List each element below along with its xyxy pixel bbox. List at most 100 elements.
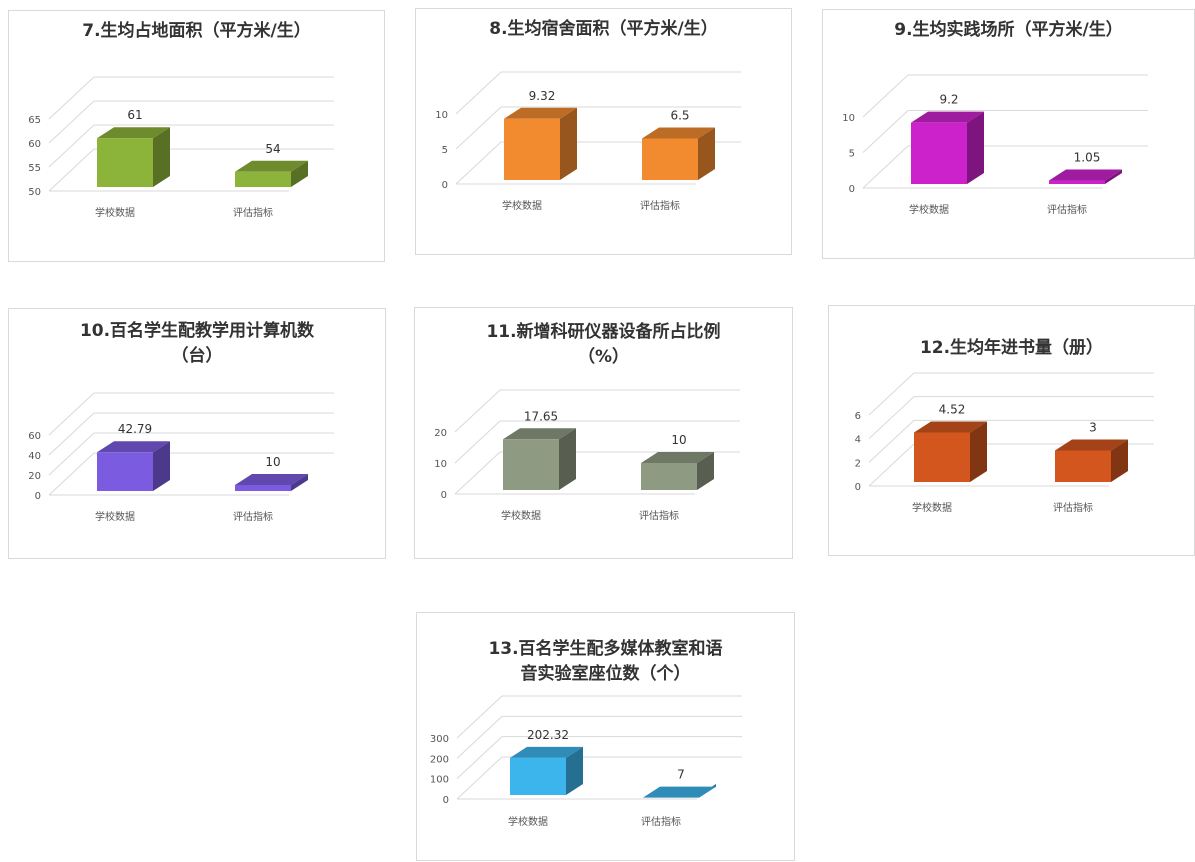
- y-tick-label: 60: [28, 139, 41, 150]
- bar-top: [97, 127, 170, 139]
- chart-svg: 0 5 10 9.2 学校数据 1.05 评估指标: [842, 74, 1148, 216]
- gridline-diagonal: [456, 715, 503, 759]
- gridline-diagonal: [454, 420, 501, 464]
- y-tick-label: 60: [28, 431, 41, 442]
- gridline-diagonal: [48, 412, 95, 456]
- data-label: 10: [671, 433, 686, 447]
- bar-side: [1111, 439, 1128, 482]
- data-label: 202.32: [527, 728, 569, 742]
- y-tick-label: 6: [855, 411, 861, 422]
- chart-panel-13: 13.百名学生配多媒体教室和语 音实验室座位数（个） 0 100 200 300 202…: [416, 612, 795, 861]
- bar-front: [235, 171, 291, 187]
- gridline-diagonal: [868, 443, 915, 487]
- x-category-label: 评估指标: [1047, 203, 1087, 216]
- gridline-diagonal: [455, 106, 502, 150]
- bar-front: [97, 138, 153, 187]
- data-label: 10: [265, 455, 280, 469]
- bar-top: [504, 107, 577, 119]
- bar-top: [510, 746, 583, 758]
- bar-top: [911, 111, 984, 123]
- bar: [643, 784, 716, 798]
- bar-front: [1049, 180, 1105, 184]
- data-label: 42.79: [118, 422, 152, 436]
- chart-panel-9: 9.生均实践场所（平方米/生） 0 5 10 9.2 学校数据 1.05 评估指标: [822, 9, 1195, 259]
- gridline-diagonal: [862, 110, 909, 153]
- y-tick-label: 2: [855, 458, 861, 469]
- chart-title: 12.生均年进书量（册）: [919, 338, 1104, 358]
- bar-front: [510, 757, 566, 795]
- bar: [503, 428, 576, 490]
- data-label: 61: [127, 108, 142, 122]
- chart-panel-12: 12.生均年进书量（册） 0 2 4 6 4.52 学校数据 3 评估指标: [828, 305, 1195, 556]
- gridline-diagonal: [868, 372, 915, 416]
- bar-top: [641, 452, 714, 463]
- x-category-label: 学校数据: [912, 501, 952, 514]
- bar-front: [914, 432, 970, 482]
- x-category-label: 学校数据: [95, 510, 135, 523]
- bar-top: [235, 474, 308, 485]
- gridline-diagonal: [48, 432, 95, 476]
- x-category-label: 评估指标: [233, 510, 273, 523]
- x-category-label: 评估指标: [639, 509, 679, 522]
- chart-title: 8.生均宿舍面积（平方米/生）: [489, 19, 718, 39]
- data-label: 54: [265, 142, 280, 156]
- y-tick-label: 4: [855, 435, 861, 446]
- y-tick-label: 20: [434, 428, 447, 439]
- bar-side: [1105, 169, 1122, 184]
- bar-top: [642, 127, 715, 139]
- chart-title: 10.百名学生配教学用计算机数 （台）: [79, 321, 315, 366]
- y-tick-label: 0: [442, 180, 448, 191]
- bar: [641, 452, 714, 490]
- chart-title: 7.生均占地面积（平方米/生）: [82, 21, 311, 41]
- y-tick-label: 0: [849, 184, 855, 195]
- x-category-label: 学校数据: [508, 815, 548, 828]
- y-tick-label: 20: [28, 471, 41, 482]
- x-category-label: 评估指标: [641, 815, 681, 828]
- data-label: 9.2: [939, 93, 958, 107]
- x-category-label: 评估指标: [640, 199, 680, 212]
- x-category-label: 学校数据: [501, 509, 541, 522]
- gridline-diagonal: [454, 389, 501, 433]
- chart-svg: 50 55 60 65 61 学校数据 54 评估指标: [28, 76, 334, 219]
- bar-top: [1049, 169, 1122, 181]
- data-label: 7: [677, 768, 685, 782]
- bar: [97, 441, 170, 491]
- y-tick-label: 0: [35, 491, 41, 502]
- gridline-diagonal: [456, 756, 503, 800]
- bar-side: [291, 160, 308, 187]
- bar: [1055, 439, 1128, 482]
- bar-top: [503, 428, 576, 440]
- y-tick-label: 200: [430, 754, 449, 765]
- gridline-diagonal: [48, 148, 95, 192]
- bar-side: [566, 746, 583, 795]
- bar-side: [697, 452, 714, 490]
- bar: [97, 127, 170, 187]
- bar-side: [698, 127, 715, 180]
- x-category-label: 评估指标: [1053, 501, 1093, 514]
- chart-title: 9.生均实践场所（平方米/生）: [894, 20, 1123, 40]
- y-tick-label: 10: [434, 459, 447, 470]
- bar-side: [153, 441, 170, 491]
- data-label: 9.32: [529, 89, 556, 103]
- bar: [235, 474, 308, 491]
- bar: [235, 160, 308, 187]
- bar-side: [153, 127, 170, 187]
- chart-svg: 0 20 40 60 42.79 学校数据 10 评估指标: [28, 392, 334, 523]
- gridline-diagonal: [48, 124, 95, 168]
- x-category-label: 学校数据: [95, 206, 135, 219]
- x-category-label: 学校数据: [909, 203, 949, 216]
- chart-title: 11.新增科研仪器设备所占比例 （%）: [486, 322, 721, 367]
- bar-side: [967, 111, 984, 184]
- bar-side: [970, 421, 987, 482]
- chart-panel-11: 11.新增科研仪器设备所占比例 （%） 0 10 20 17.65 学校数据 10 评估指标: [414, 307, 793, 559]
- gridline-diagonal: [456, 736, 503, 780]
- bar-top: [97, 441, 170, 453]
- bar: [510, 746, 583, 795]
- gridline-diagonal: [455, 141, 502, 185]
- bar-front: [911, 122, 967, 184]
- y-tick-label: 5: [849, 149, 855, 160]
- y-tick-label: 0: [855, 482, 861, 493]
- y-tick-label: 0: [441, 490, 447, 501]
- y-tick-label: 40: [28, 451, 41, 462]
- y-tick-label: 5: [442, 145, 448, 156]
